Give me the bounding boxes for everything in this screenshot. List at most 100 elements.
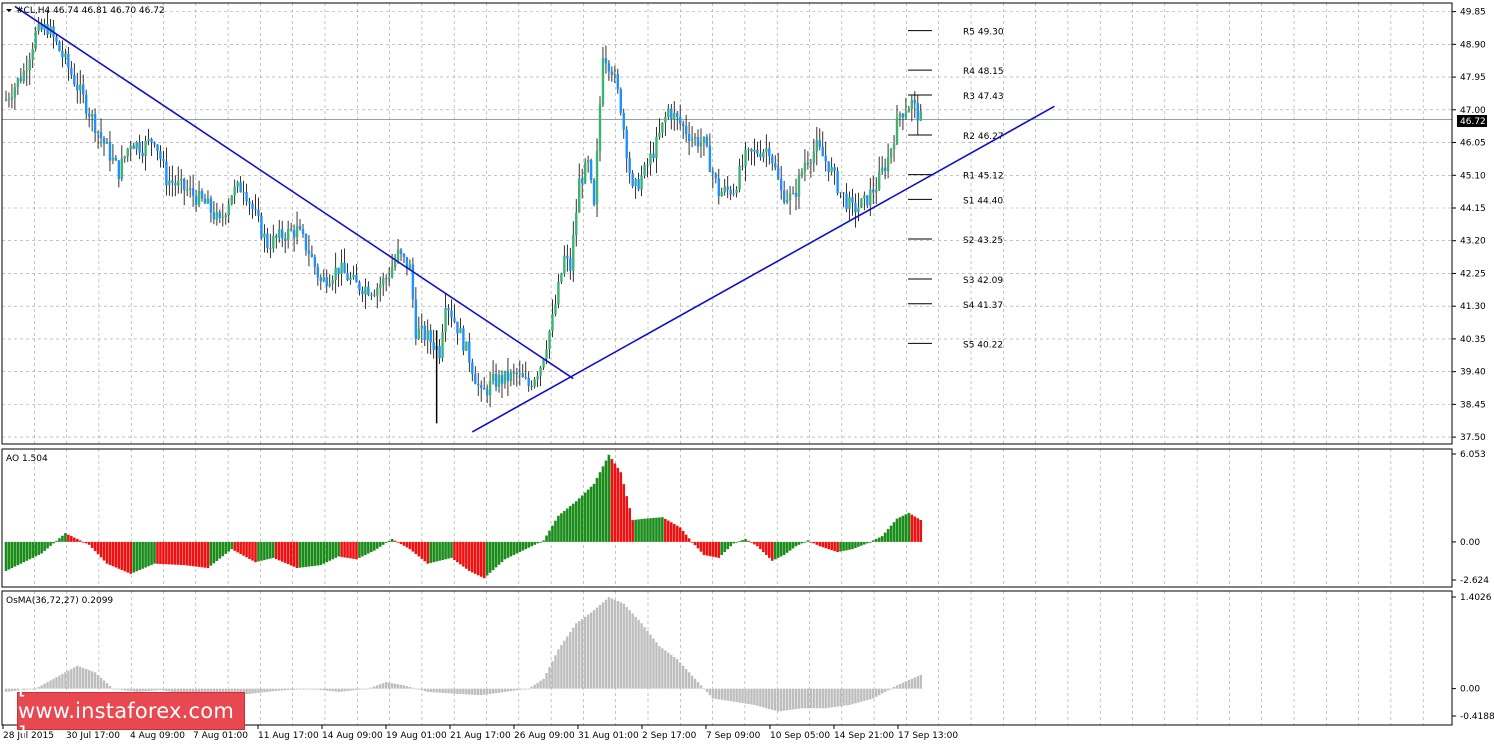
- candle-body: [278, 229, 281, 238]
- candle-body: [482, 388, 486, 390]
- ao-bar: [441, 541, 444, 561]
- ao-bar: [46, 541, 49, 549]
- osma-bar: [447, 688, 450, 694]
- ao-bar: [375, 541, 379, 549]
- ao-bar: [488, 541, 492, 573]
- osma-bar: [480, 688, 483, 696]
- candle-body: [58, 41, 61, 51]
- osma-bar: [286, 688, 290, 691]
- dropdown-arrow-icon[interactable]: [6, 9, 12, 12]
- ao-bar: [536, 541, 539, 544]
- ao-bar: [87, 541, 91, 545]
- ao-bar: [898, 517, 902, 542]
- ao-bar: [334, 541, 337, 558]
- ao-bar: [426, 541, 430, 564]
- ao-bar: [806, 540, 810, 542]
- osma-bar: [417, 688, 421, 690]
- y-tick-label: 39.40: [1460, 368, 1486, 378]
- candle-body: [34, 31, 37, 49]
- candle-body: [203, 198, 207, 204]
- osma-bar: [702, 688, 706, 690]
- ao-bar: [230, 541, 234, 550]
- osma-bar: [93, 672, 97, 689]
- x-tick-label: 28 Jul 2015: [3, 731, 54, 741]
- ao-bar: [245, 541, 248, 558]
- candle-body: [61, 50, 64, 58]
- ao-bar: [729, 541, 732, 547]
- ao-bar: [319, 541, 323, 566]
- trendlines: [14, 5, 1055, 433]
- osma-bar: [750, 688, 753, 705]
- osma-bar: [536, 682, 539, 689]
- osma-title: OsMA(36,72,27) 0.2099: [6, 596, 113, 606]
- ao-bar: [34, 541, 37, 557]
- candle-body: [64, 53, 67, 58]
- candle-body: [643, 164, 646, 176]
- candle-body: [512, 372, 516, 374]
- candle-body: [506, 370, 510, 381]
- candle-body: [185, 189, 189, 191]
- candle-body: [102, 138, 106, 144]
- osma-bar: [607, 597, 611, 689]
- candle-body: [572, 235, 575, 271]
- candle-body: [22, 70, 26, 82]
- osma-bar: [426, 688, 429, 692]
- osma-bar: [506, 688, 510, 692]
- candle-body: [123, 156, 126, 159]
- ao-bar: [328, 541, 332, 561]
- ao-bar: [851, 541, 854, 550]
- osma-bar: [857, 688, 860, 703]
- candle-body: [901, 113, 905, 118]
- candle-body: [509, 372, 513, 381]
- grid: [2, 3, 1452, 725]
- osma-bar: [414, 688, 418, 690]
- ao-bar: [331, 541, 334, 560]
- osma-bar: [619, 602, 622, 689]
- candle-body: [785, 200, 789, 203]
- osma-bar: [497, 688, 501, 693]
- ao-bar: [402, 541, 406, 546]
- osma-bar: [111, 688, 115, 690]
- osma-bar: [435, 688, 438, 693]
- osma-bar: [765, 688, 768, 709]
- candle-body: [82, 84, 85, 95]
- ao-bar: [901, 515, 905, 542]
- osma-bar: [58, 675, 61, 689]
- ao-bar: [78, 540, 82, 542]
- candle-body: [619, 89, 622, 113]
- ao-bar: [871, 540, 875, 542]
- osma-bar: [845, 688, 848, 706]
- candle-body: [408, 264, 412, 269]
- pivot-label: S1 44.40: [963, 196, 1003, 206]
- candle-body: [129, 145, 132, 149]
- candle-body: [328, 283, 331, 287]
- ao-bar: [910, 514, 914, 542]
- ao-bar: [301, 541, 305, 568]
- ao-bar: [283, 541, 287, 563]
- osma-bar: [266, 688, 269, 692]
- ao-bar: [788, 541, 792, 551]
- ao-bar: [818, 541, 822, 547]
- ao-bar: [839, 541, 842, 552]
- candle-body: [794, 192, 798, 197]
- candle-body: [456, 321, 459, 334]
- ao-bar: [254, 541, 257, 563]
- osma-bar: [616, 601, 620, 689]
- candle-body: [438, 345, 441, 359]
- osma-bar: [450, 688, 453, 694]
- ao-bar: [643, 518, 646, 542]
- candle-body: [904, 112, 908, 118]
- candle-body: [827, 161, 830, 173]
- candle-body: [200, 190, 204, 199]
- ao-bar: [827, 541, 830, 550]
- candle-body: [595, 150, 599, 205]
- candle-body: [616, 74, 620, 90]
- osma-bar: [370, 687, 373, 689]
- ao-bar: [465, 541, 468, 569]
- osma-bar: [292, 688, 296, 690]
- candle-body: [762, 152, 765, 158]
- candle-body: [797, 174, 801, 197]
- osma-bar: [488, 688, 492, 694]
- ao-bar: [182, 541, 186, 566]
- osma-bar: [55, 677, 58, 689]
